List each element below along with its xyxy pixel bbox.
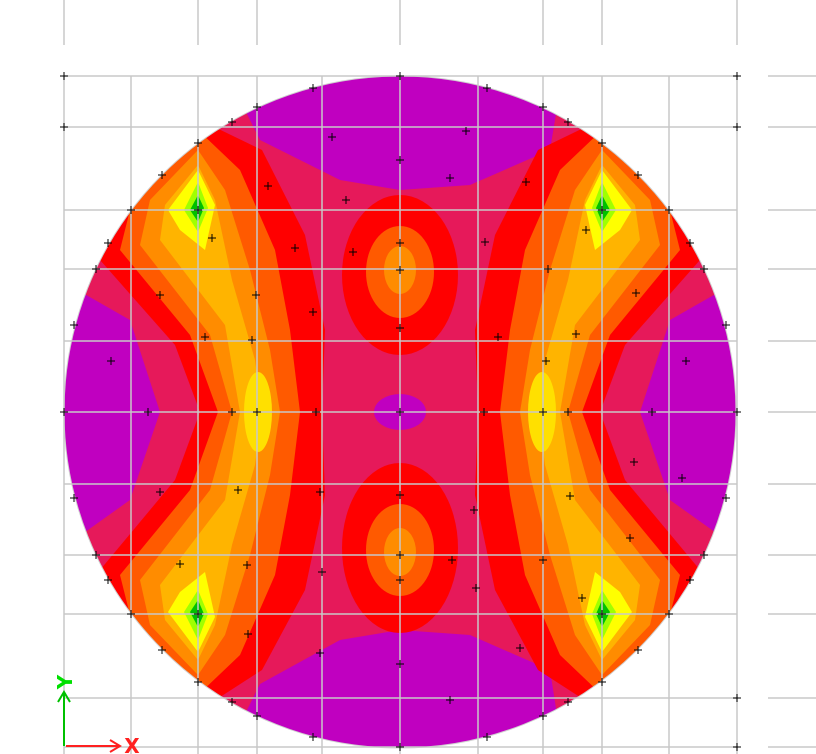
y-arrow-head	[57, 690, 71, 703]
axes-triad: Y X	[53, 674, 140, 754]
x-axis-label: X	[124, 734, 140, 754]
markers	[60, 72, 741, 751]
y-axis-label: Y	[53, 674, 77, 690]
grid	[63, 0, 738, 45]
x-arrow-head	[109, 739, 122, 753]
